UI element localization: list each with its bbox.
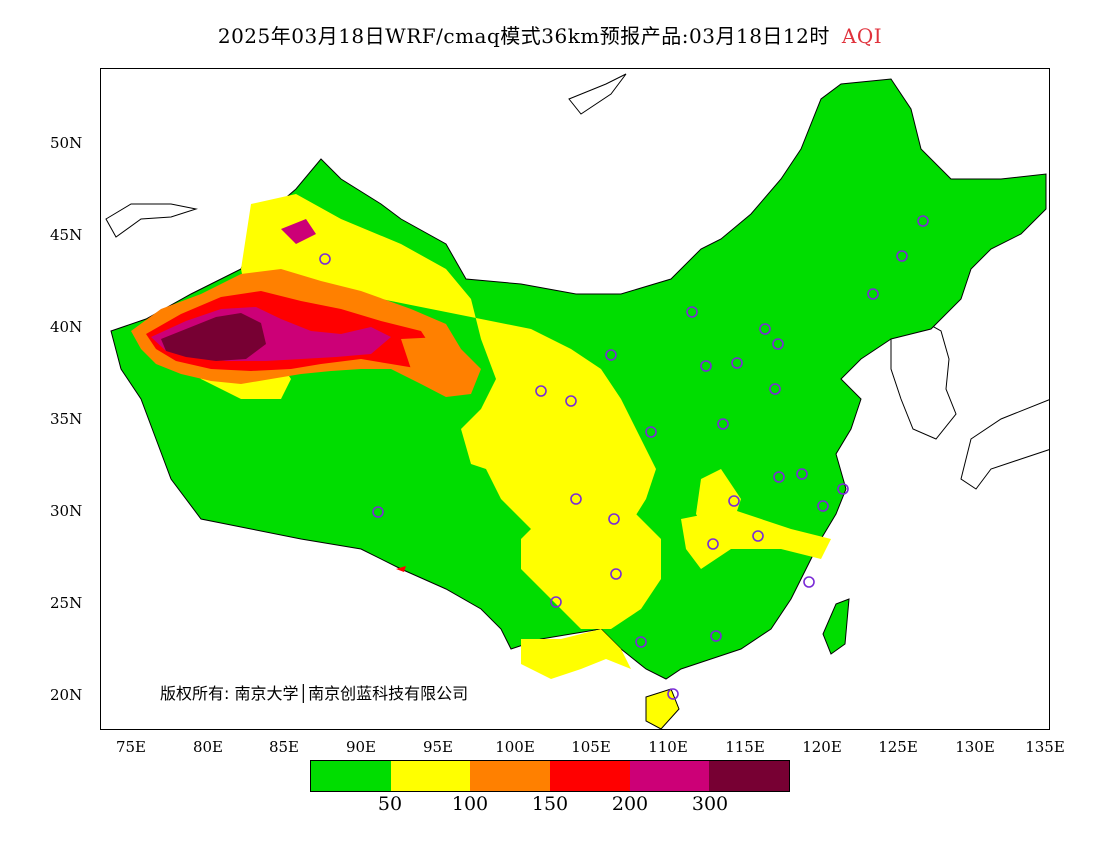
china-aqi-field (105, 73, 1049, 729)
city-marker (319, 253, 331, 265)
city-marker (728, 495, 740, 507)
legend-swatch (311, 761, 391, 791)
map-title: 2025年03月18日WRF/cmaq模式36km预报产品:03月18日12时 A… (0, 20, 1100, 49)
city-marker (667, 688, 679, 700)
lon-label: 95E (422, 738, 454, 756)
lat-label: 20N (50, 686, 83, 704)
lat-label: 30N (50, 502, 83, 520)
lat-label: 45N (50, 226, 83, 244)
lat-label: 50N (50, 134, 83, 152)
city-marker (610, 568, 622, 580)
city-marker (731, 357, 743, 369)
lon-label: 105E (571, 738, 611, 756)
lon-label: 120E (802, 738, 842, 756)
legend-label: 300 (691, 793, 729, 815)
city-marker (752, 530, 764, 542)
city-marker (686, 306, 698, 318)
city-marker (772, 338, 784, 350)
lon-label: 90E (345, 738, 377, 756)
city-marker (769, 383, 781, 395)
city-marker (605, 349, 617, 361)
city-marker (837, 483, 849, 495)
city-marker (707, 538, 719, 550)
city-markers (319, 215, 929, 700)
city-marker (700, 360, 712, 372)
kazakh-lake-outline (105, 203, 198, 238)
aqi-legend (310, 760, 790, 792)
aqi-zone-yellow-guangxi (521, 629, 631, 679)
aqi-zone-yellow-hunan (681, 509, 831, 569)
aqi-zone-maroon-tarim (161, 313, 266, 361)
aqi-zone-red-tibet-edge (396, 566, 406, 572)
city-marker (535, 385, 547, 397)
lon-label: 80E (192, 738, 224, 756)
lon-label: 135E (1025, 738, 1065, 756)
lon-label: 85E (268, 738, 300, 756)
city-marker (803, 576, 815, 588)
mongolia-lake-outline (568, 73, 627, 115)
city-marker (773, 471, 785, 483)
title-main: 2025年03月18日WRF/cmaq模式36km预报产品:03月18日12时 (217, 24, 830, 48)
lon-label: 130E (955, 738, 995, 756)
city-marker (565, 395, 577, 407)
city-marker (608, 513, 620, 525)
title-variable: AQI (841, 24, 883, 48)
lon-label: 125E (878, 738, 918, 756)
aqi-zone-yellow-sichuan (521, 489, 661, 629)
lon-label: 75E (115, 738, 147, 756)
city-marker (635, 636, 647, 648)
legend-label: 150 (531, 793, 569, 815)
city-marker (717, 418, 729, 430)
legend-swatch (470, 761, 551, 791)
legend-label: 50 (377, 793, 403, 815)
lon-label: 110E (648, 738, 688, 756)
legend-swatch (550, 761, 630, 791)
copyright-text: 版权所有: 南京大学│南京创蓝科技有限公司 (160, 684, 469, 703)
city-marker (645, 426, 657, 438)
hainan-island (645, 688, 680, 729)
city-marker (796, 468, 808, 480)
legend-swatch (390, 761, 471, 791)
lon-label: 115E (725, 738, 765, 756)
aqi-map (100, 68, 1050, 730)
lat-label: 40N (50, 318, 83, 336)
city-marker (917, 215, 929, 227)
city-marker (710, 630, 722, 642)
city-marker (550, 596, 562, 608)
legend-label: 100 (451, 793, 489, 815)
lat-label: 35N (50, 410, 83, 428)
legend-swatch (629, 761, 710, 791)
japan-outline (960, 399, 1049, 490)
aqi-zone-orange-hexi (401, 337, 456, 379)
city-marker (759, 323, 771, 335)
lon-label: 100E (495, 738, 535, 756)
lat-label: 25N (50, 594, 83, 612)
city-marker (570, 493, 582, 505)
city-marker (372, 506, 384, 518)
city-marker (817, 500, 829, 512)
city-marker (867, 288, 879, 300)
taiwan-island (822, 598, 850, 655)
aqi-zone-magenta-north (281, 219, 316, 244)
legend-swatch (709, 761, 790, 791)
city-marker (896, 250, 908, 262)
legend-label: 200 (611, 793, 649, 815)
